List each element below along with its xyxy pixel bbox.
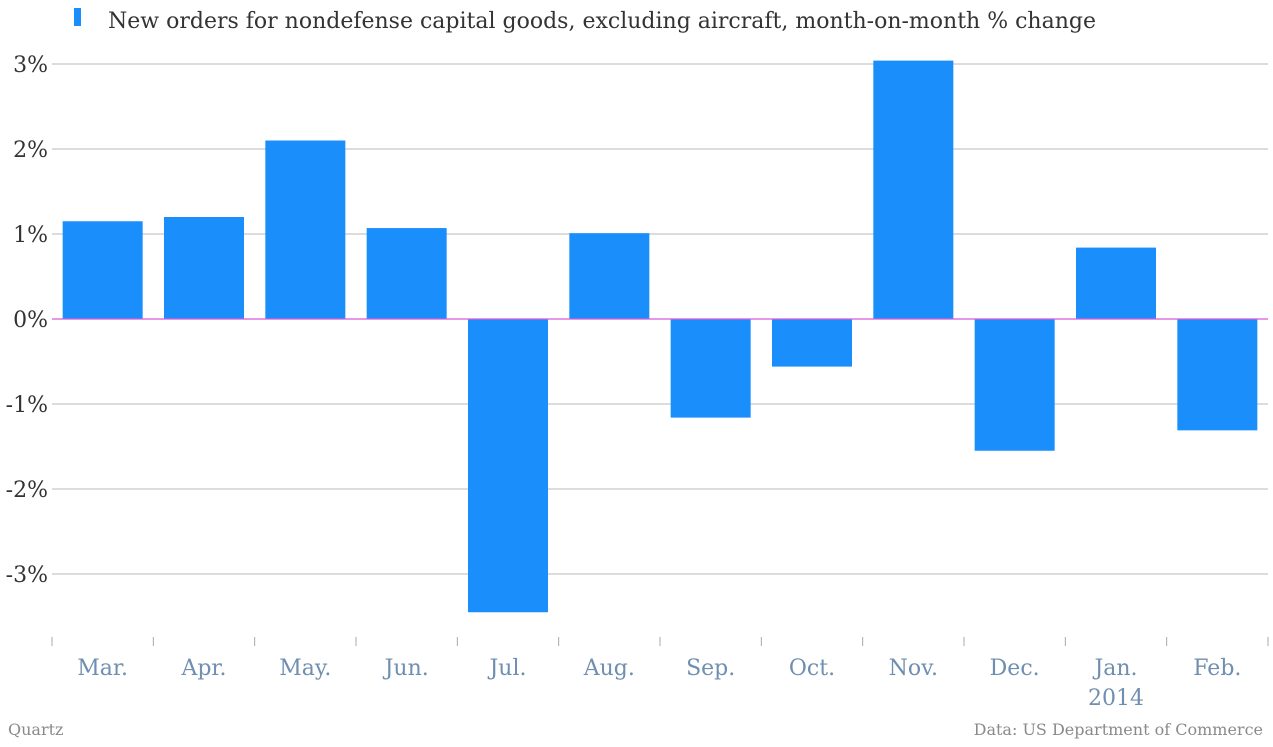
grid-lines [52, 63, 1268, 575]
y-axis-labels: 3% 2% 1% 0% -1% -2% -3% [6, 53, 48, 588]
bar [974, 319, 1055, 451]
bar [772, 319, 852, 367]
y-tick-label: 0% [13, 308, 48, 333]
bar [164, 217, 244, 319]
x-axis: Mar. Apr. May. Jun. Jul. Aug. Sep. Oct. Nov. Dec.… [51, 637, 1269, 711]
y-tick-label: -1% [6, 393, 48, 418]
y-tick-label: 2% [13, 138, 48, 163]
bar [569, 233, 650, 319]
bar [265, 140, 346, 319]
bar [1177, 319, 1258, 431]
x-tick-label: May. [279, 656, 331, 681]
y-tick-label: 3% [13, 53, 48, 78]
x-tick-label: Mar. [77, 656, 128, 681]
x-tick-label: Jun. [383, 656, 429, 681]
y-tick-label: -2% [6, 478, 48, 503]
bar [1076, 247, 1156, 319]
brand-label: Quartz [8, 720, 64, 739]
bar [670, 319, 751, 418]
bar [873, 60, 954, 319]
x-tick-label: Dec. [990, 656, 1040, 681]
source-label: Data: US Department of Commerce [973, 720, 1263, 739]
legend: New orders for nondefense capital goods,… [74, 8, 1096, 34]
x-tick-label: Aug. [583, 656, 635, 681]
x-tick-label: Feb. [1193, 656, 1241, 681]
x-tick-label: Nov. [889, 656, 938, 681]
bars [62, 60, 1258, 613]
x-tick-label: Sep. [686, 656, 735, 681]
legend-swatch [74, 8, 81, 26]
x-tick-label: Jul. [487, 656, 526, 681]
bar [366, 228, 447, 319]
legend-label: New orders for nondefense capital goods,… [108, 9, 1096, 34]
x-year-label: 2014 [1088, 686, 1144, 711]
x-tick-label: Apr. [180, 656, 226, 681]
bar [62, 221, 143, 319]
y-tick-label: -3% [6, 563, 48, 588]
x-tick-label: Jan. [1092, 656, 1137, 681]
x-tick-label: Oct. [789, 656, 835, 681]
bar [468, 319, 548, 613]
y-tick-label: 1% [13, 223, 48, 248]
